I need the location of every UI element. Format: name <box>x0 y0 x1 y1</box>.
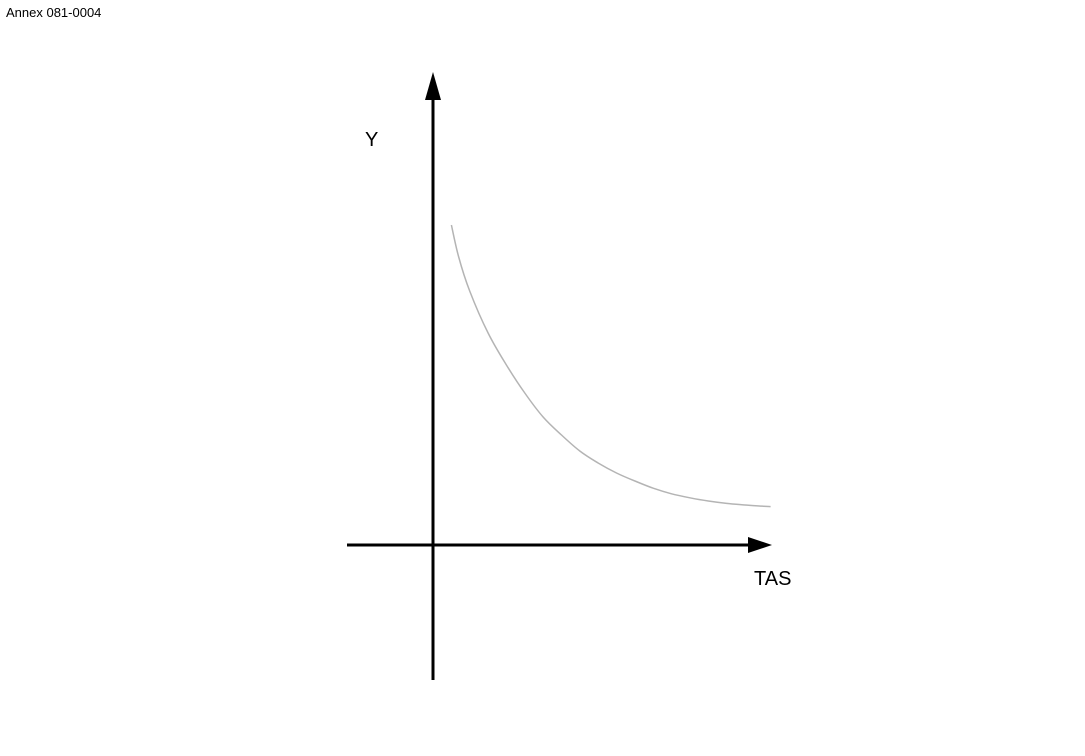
x-axis-label: TAS <box>754 568 791 590</box>
y-axis-arrowhead <box>425 72 441 100</box>
x-axis-arrowhead <box>748 537 772 553</box>
y-axis-label: Y <box>365 129 378 151</box>
curve-line <box>451 225 770 507</box>
